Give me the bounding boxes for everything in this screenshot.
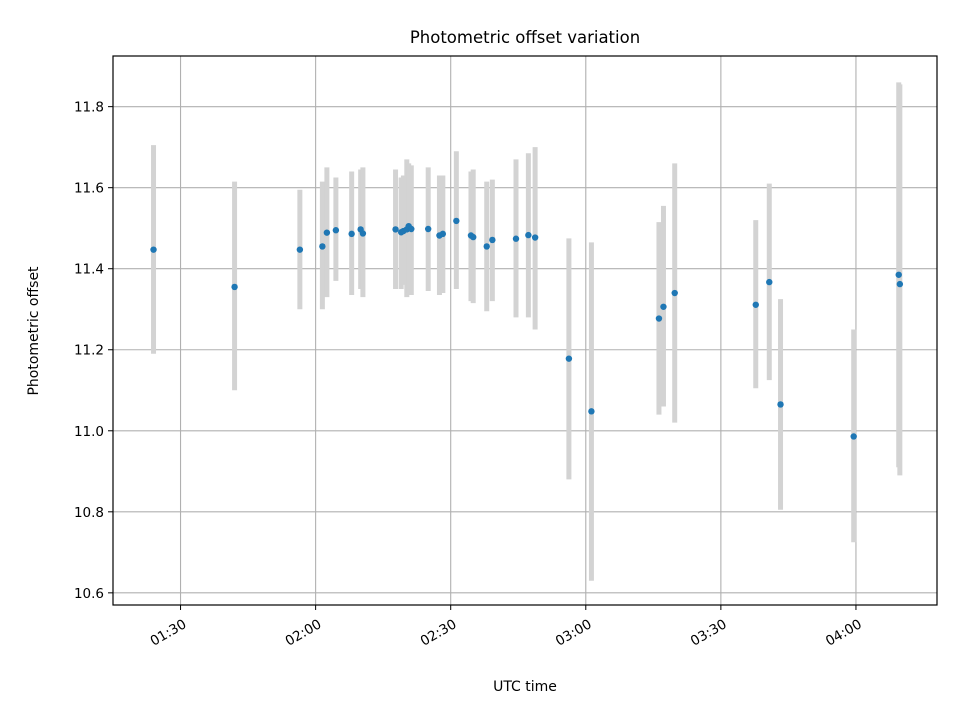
data-point xyxy=(483,243,490,250)
y-axis-label: Photometric offset xyxy=(26,266,42,396)
data-point xyxy=(525,231,532,239)
y-tick-label: 10.8 xyxy=(74,505,104,521)
data-point xyxy=(453,217,460,225)
data-point xyxy=(296,246,304,253)
data-point xyxy=(323,229,331,236)
data-point xyxy=(150,246,157,253)
data-point xyxy=(671,289,678,297)
x-axis-label: UTC time xyxy=(493,679,557,695)
y-tick-label: 11.2 xyxy=(74,343,104,359)
y-tick-label: 10.6 xyxy=(74,586,104,602)
data-point xyxy=(655,315,663,322)
data-point xyxy=(588,408,595,415)
data-point xyxy=(896,280,904,288)
chart-title: Photometric offset variation xyxy=(410,28,640,47)
data-point xyxy=(850,433,857,440)
data-point xyxy=(752,301,759,308)
y-tick-label: 11.4 xyxy=(74,262,104,278)
data-point xyxy=(392,226,399,233)
point-layer xyxy=(150,217,904,440)
data-point xyxy=(660,303,667,310)
y-axis-ticks: 10.6 10.8 11.0 11.2 11.4 11.6 11.8 xyxy=(74,100,113,602)
data-point xyxy=(895,271,902,278)
data-point xyxy=(332,227,340,234)
data-point xyxy=(531,234,539,241)
data-point xyxy=(348,230,355,238)
data-point xyxy=(424,225,432,233)
data-point xyxy=(565,355,573,362)
data-point xyxy=(319,243,326,250)
data-point xyxy=(766,278,773,286)
data-point xyxy=(231,283,238,291)
y-tick-label: 11.6 xyxy=(74,181,104,197)
data-point xyxy=(777,401,784,408)
y-tick-label: 11.0 xyxy=(74,424,104,440)
data-point xyxy=(470,233,477,241)
data-point xyxy=(512,235,520,242)
y-tick-label: 11.8 xyxy=(74,100,104,116)
data-point xyxy=(359,230,367,237)
data-point xyxy=(439,230,447,238)
data-point xyxy=(408,225,415,233)
data-point xyxy=(489,236,496,244)
plot-area-frame xyxy=(112,55,938,606)
